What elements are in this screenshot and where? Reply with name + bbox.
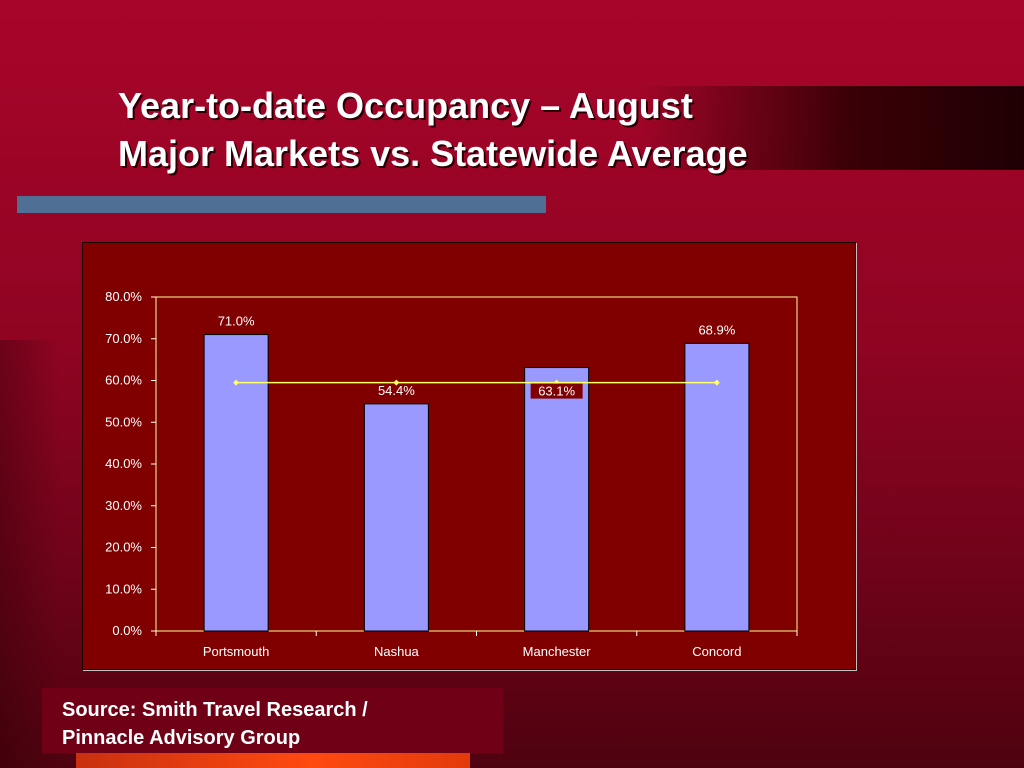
x-tick-label: Nashua	[374, 644, 420, 659]
source-note-line-1: Source: Smith Travel Research /	[62, 699, 368, 721]
bar	[684, 342, 750, 632]
y-tick-label: 20.0%	[105, 540, 142, 555]
slide-title-line-2: Major Markets vs. Statewide Average	[118, 133, 748, 174]
data-label: 68.9%	[698, 322, 735, 337]
bar	[524, 367, 590, 632]
slide-title-line-1: Year-to-date Occupancy – August	[118, 85, 693, 126]
data-label: 54.4%	[378, 383, 415, 398]
bar	[363, 403, 429, 632]
slide-title: Year-to-date Occupancy – August Major Ma…	[118, 82, 748, 178]
source-note-line-2: Pinnacle Advisory Group	[62, 727, 301, 749]
y-tick-label: 60.0%	[105, 373, 142, 388]
x-tick-label: Portsmouth	[203, 644, 269, 659]
title-band	[640, 86, 1024, 170]
x-tick-label: Manchester	[523, 644, 592, 659]
y-tick-label: 70.0%	[105, 331, 142, 346]
average-marker	[393, 379, 400, 386]
data-label-background	[530, 383, 583, 399]
data-label: 63.1%	[538, 384, 575, 399]
data-label: 71.0%	[218, 314, 255, 329]
average-marker	[233, 379, 240, 386]
bar	[203, 334, 269, 632]
y-tick-label: 10.0%	[105, 581, 142, 596]
y-tick-label: 0.0%	[112, 623, 142, 638]
y-tick-label: 80.0%	[105, 289, 142, 304]
chart-frame: 0.0% 10.0% 20.0% 30.0% 40.0% 50.0% 60.0% 70.0% 8…	[82, 242, 856, 670]
x-tick-label: Concord	[692, 644, 741, 659]
y-tick-label: 30.0%	[105, 498, 142, 513]
y-tick-label: 50.0%	[105, 414, 142, 429]
source-note: Source: Smith Travel Research / Pinnacle…	[62, 696, 368, 752]
occupancy-bar-chart: 0.0% 10.0% 20.0% 30.0% 40.0% 50.0% 60.0% 70.0% 8…	[105, 289, 798, 659]
accent-bar	[17, 196, 546, 213]
y-tick-label: 40.0%	[105, 456, 142, 471]
bottom-glow	[76, 753, 470, 768]
average-marker	[713, 379, 720, 386]
source-box: Source: Smith Travel Research / Pinnacle…	[42, 688, 503, 753]
